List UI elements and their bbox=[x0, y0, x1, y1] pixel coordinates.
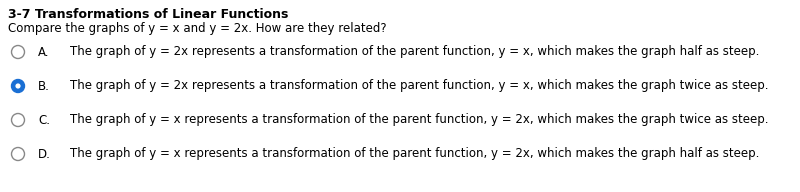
Text: D.: D. bbox=[38, 147, 51, 161]
Text: The graph of y = x represents a transformation of the parent function, y = 2x, w: The graph of y = x represents a transfor… bbox=[70, 113, 769, 127]
Circle shape bbox=[11, 46, 25, 59]
Circle shape bbox=[11, 113, 25, 127]
Text: A.: A. bbox=[38, 46, 50, 59]
Text: The graph of y = 2x represents a transformation of the parent function, y = x, w: The graph of y = 2x represents a transfo… bbox=[70, 79, 769, 93]
Text: B.: B. bbox=[38, 79, 50, 93]
Text: The graph of y = 2x represents a transformation of the parent function, y = x, w: The graph of y = 2x represents a transfo… bbox=[70, 46, 759, 59]
Text: The graph of y = x represents a transformation of the parent function, y = 2x, w: The graph of y = x represents a transfor… bbox=[70, 147, 759, 161]
Text: 3-7 Transformations of Linear Functions: 3-7 Transformations of Linear Functions bbox=[8, 8, 288, 21]
Circle shape bbox=[11, 147, 25, 161]
Text: Compare the graphs of y = x and y = 2x. How are they related?: Compare the graphs of y = x and y = 2x. … bbox=[8, 22, 386, 35]
Circle shape bbox=[11, 79, 25, 93]
Text: C.: C. bbox=[38, 113, 50, 127]
Circle shape bbox=[15, 83, 21, 89]
